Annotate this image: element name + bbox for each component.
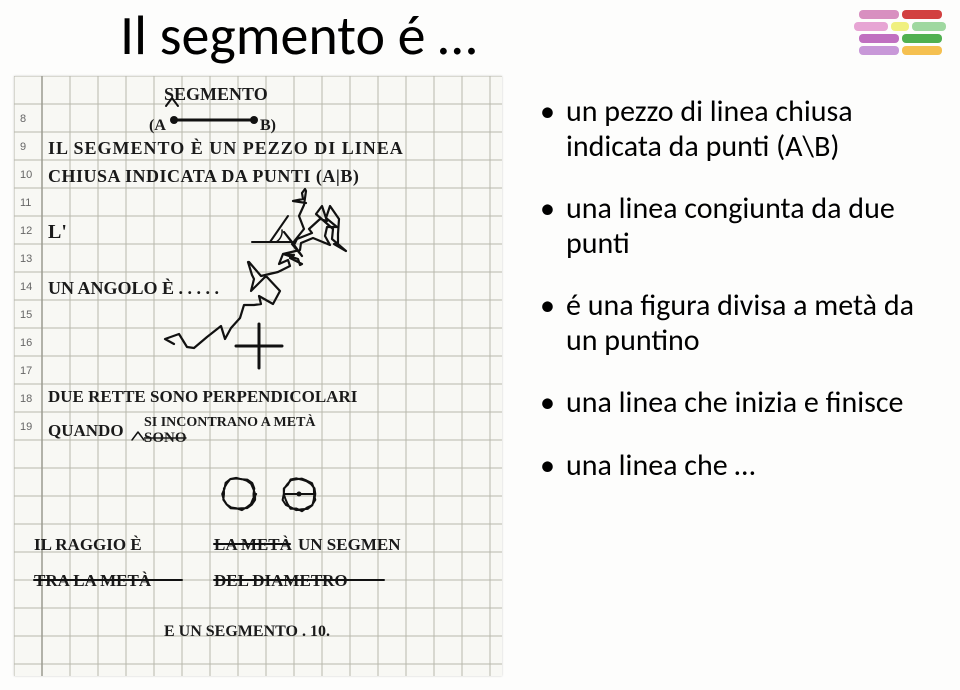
svg-text:CHIUSA INDICATA DA PUNTI (A|B): CHIUSA INDICATA DA PUNTI (A|B): [48, 166, 359, 187]
svg-text:DUE RETTE SONO PERPENDICOLARI: DUE RETTE SONO PERPENDICOLARI: [48, 387, 358, 406]
svg-text:B): B): [260, 117, 276, 134]
bullet-item: un pezzo di linea chiusa indicata da pun…: [540, 95, 940, 164]
bullet-list: un pezzo di linea chiusa indicata da pun…: [540, 95, 940, 511]
svg-text:14: 14: [20, 281, 32, 293]
handwritten-scan: 8 9 10 11 12 13 14 15 16 17 18 19 SEGMENTO (A B) IL SEG…: [14, 76, 502, 676]
svg-text:8: 8: [20, 113, 26, 125]
svg-text:9: 9: [20, 141, 26, 153]
bullet-item: una linea che inizia e finisce: [540, 386, 940, 421]
svg-text:18: 18: [20, 393, 32, 405]
svg-text:E UN SEGMENTO . 10.: E UN SEGMENTO . 10.: [164, 623, 330, 640]
bullet-item: una linea congiunta da due punti: [540, 192, 940, 261]
svg-text:17: 17: [20, 365, 32, 377]
logo: [854, 10, 946, 58]
svg-text:SI INCONTRANO A METÀ: SI INCONTRANO A METÀ: [144, 413, 316, 430]
svg-text:(A: (A: [149, 117, 166, 134]
svg-text:IL SEGMENTO È UN PEZZO DI LINE: IL SEGMENTO È UN PEZZO DI LINEA: [48, 137, 404, 158]
svg-text:15: 15: [20, 309, 32, 321]
svg-text:13: 13: [20, 253, 32, 265]
svg-text:16: 16: [20, 337, 32, 349]
bullet-item: é una figura divisa a metà da un puntino: [540, 289, 940, 358]
svg-text:11: 11: [20, 197, 31, 209]
svg-text:L': L': [48, 221, 67, 243]
svg-text:QUANDO: QUANDO: [48, 421, 124, 440]
bullet-item: una linea che …: [540, 449, 940, 484]
svg-text:SEGMENTO: SEGMENTO: [164, 84, 268, 104]
slide-title: Il segmento é …: [120, 2, 477, 70]
svg-text:UN ANGOLO È . . . . .: UN ANGOLO È . . . . .: [48, 277, 219, 298]
svg-text:IL RAGGIO È: IL RAGGIO È: [34, 535, 142, 554]
svg-text:SONO: SONO: [144, 430, 187, 446]
svg-text:12: 12: [20, 225, 32, 237]
svg-text:19: 19: [20, 421, 32, 433]
svg-text:10: 10: [20, 169, 32, 181]
svg-text:UN SEGMEN: UN SEGMEN: [298, 535, 401, 554]
